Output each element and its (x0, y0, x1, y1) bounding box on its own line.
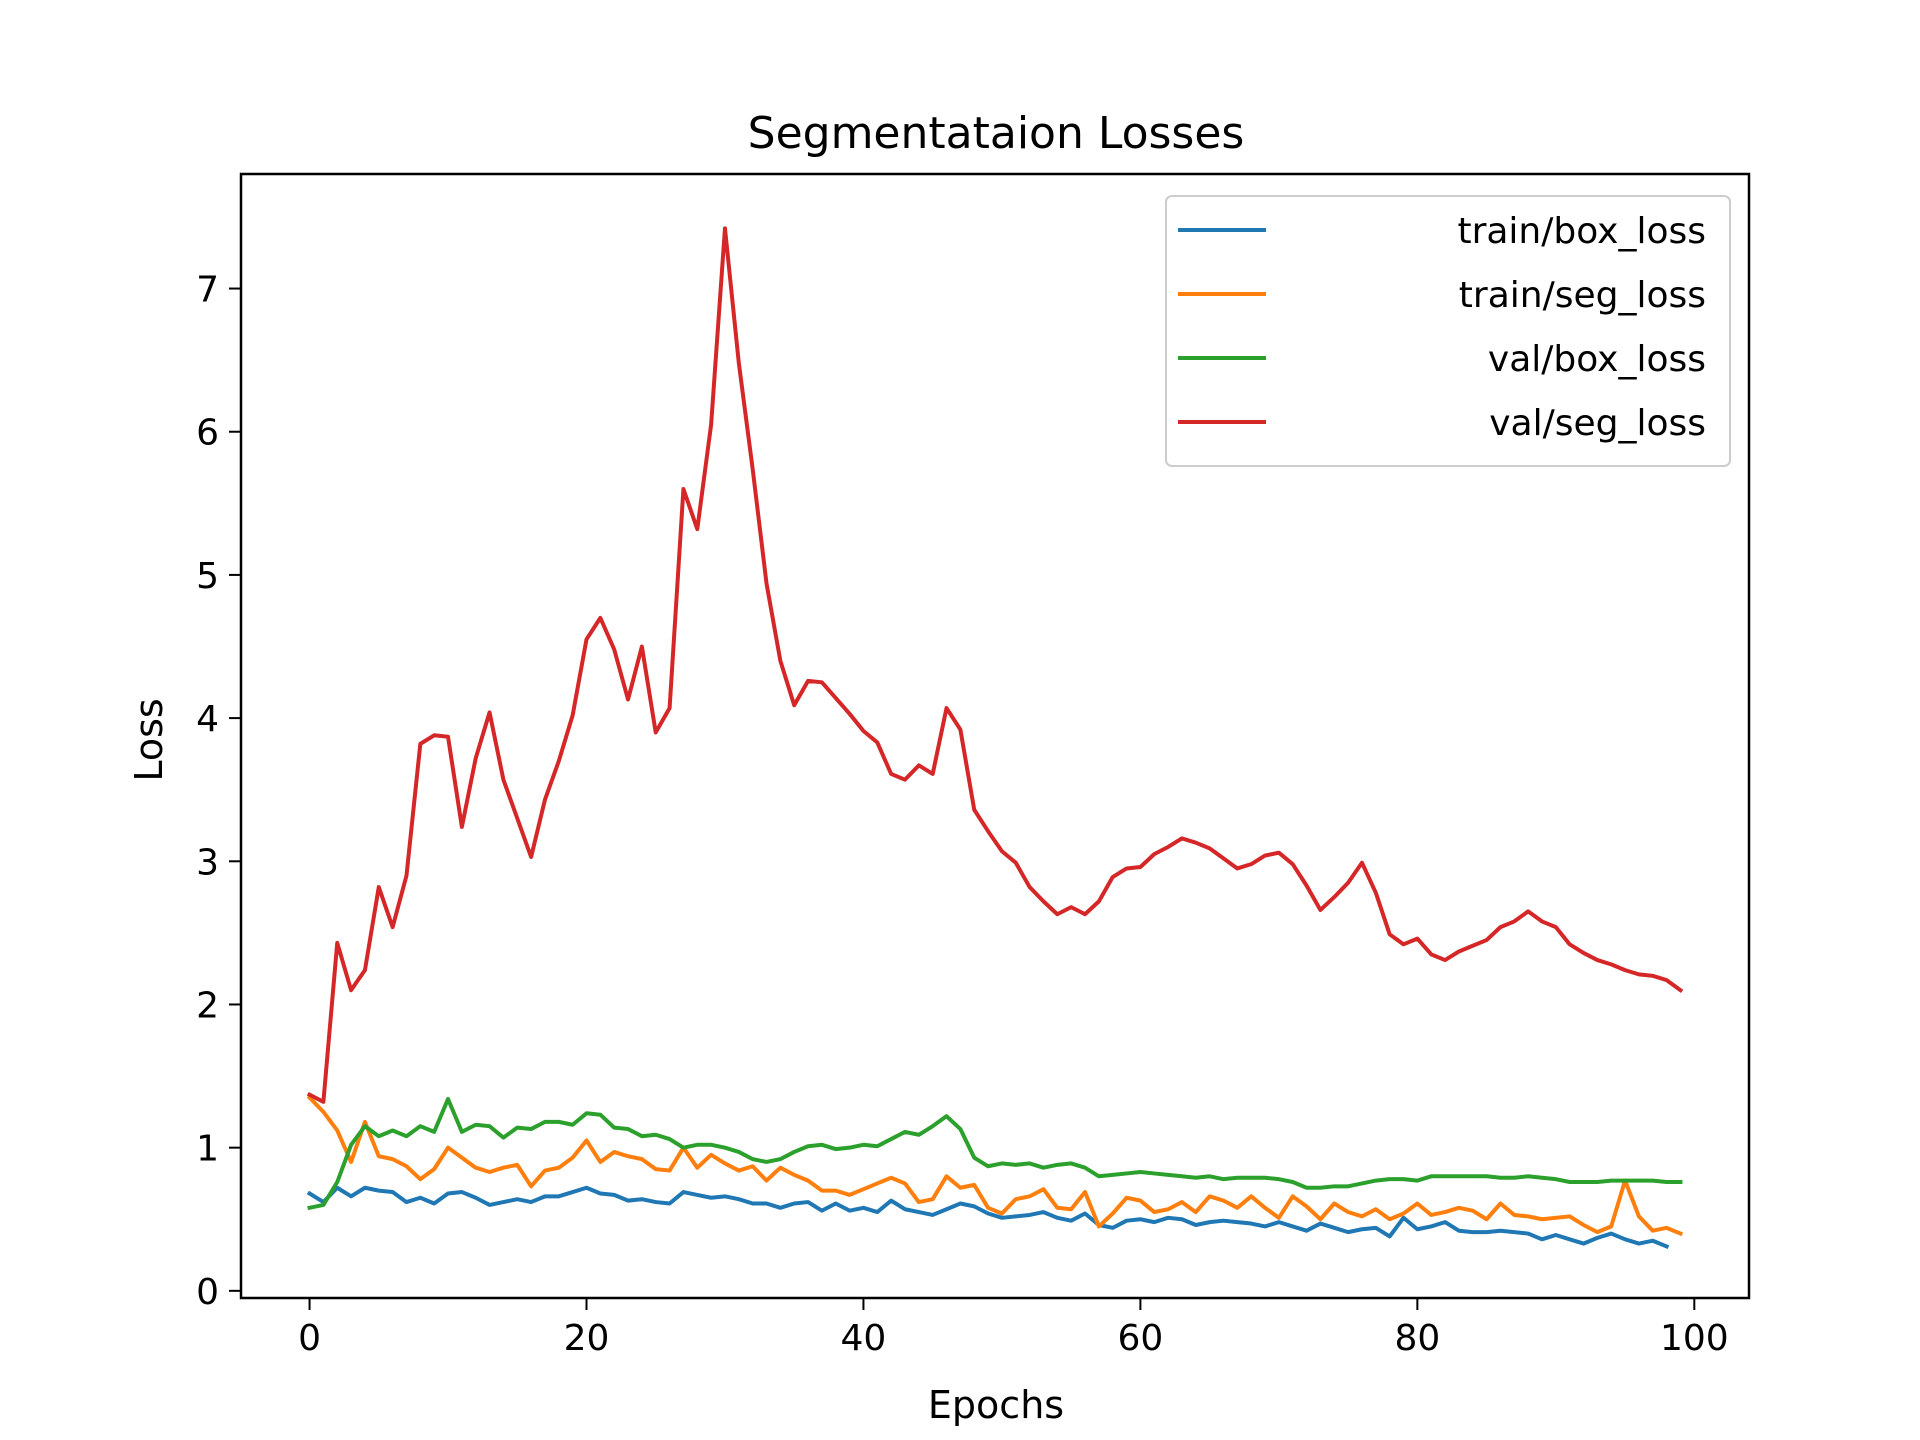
x-tick-label: 60 (1117, 1318, 1163, 1359)
x-tick-label: 40 (841, 1318, 887, 1359)
y-tick-label: 1 (196, 1129, 219, 1170)
legend-label: val/box_loss (1488, 339, 1706, 380)
y-tick-label: 0 (196, 1272, 219, 1313)
series-line-val-seg-loss (306, 226, 1684, 1104)
plot-frame (239, 172, 1751, 1300)
legend-label: val/seg_loss (1489, 403, 1706, 444)
legend-label: train/seg_loss (1459, 275, 1706, 316)
series-line-val-box-loss (307, 1096, 1683, 1211)
y-tick-label: 6 (196, 413, 219, 454)
y-axis-label: Loss (127, 698, 171, 781)
plot-lines (306, 226, 1684, 1250)
y-tick-label: 7 (196, 270, 219, 311)
x-tick-label: 80 (1394, 1318, 1440, 1359)
x-tick-label: 0 (298, 1318, 321, 1359)
x-tick-label: 100 (1660, 1318, 1729, 1359)
series-line-train-seg-loss (306, 1094, 1684, 1237)
y-tick-label: 4 (196, 699, 219, 740)
y-tick-label: 5 (196, 556, 219, 597)
series-line-train-box-loss (306, 1185, 1670, 1250)
y-tick-label: 3 (196, 842, 219, 883)
x-axis-label: Epochs (928, 1383, 1064, 1427)
y-axis-ticks: 0 1 2 3 4 5 6 7 (196, 270, 241, 1313)
x-tick-label: 20 (564, 1318, 610, 1359)
legend: train/box_loss train/seg_loss val/box_loss… (1165, 195, 1731, 467)
x-axis-ticks: 0 20 40 60 80 100 (298, 1298, 1729, 1359)
legend-label: train/box_loss (1457, 211, 1706, 252)
chart-title: Segmentataion Losses (748, 108, 1245, 159)
legend-box (1165, 195, 1731, 467)
y-tick-label: 2 (196, 985, 219, 1026)
